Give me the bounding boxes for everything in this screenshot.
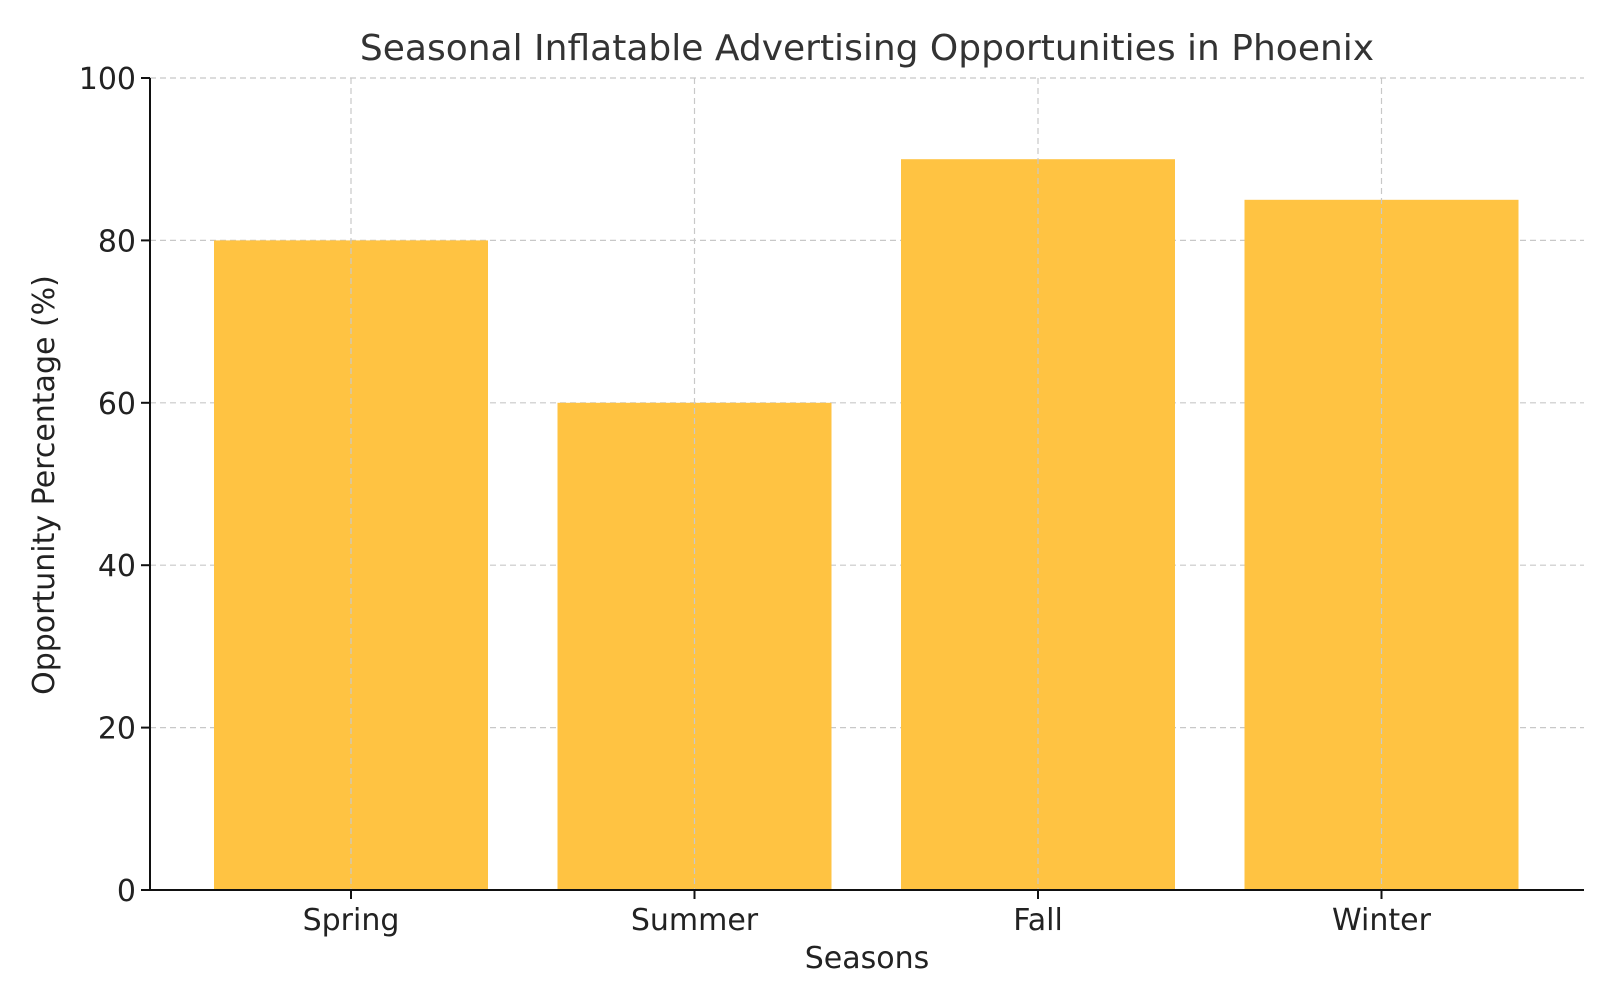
bar-winter [1244,199,1519,891]
y-tick-label: 100 [79,62,136,97]
y-tick-label: 0 [117,874,136,909]
x-tick-label-spring: Spring [303,903,400,938]
y-axis-label: Opportunity Percentage (%) [27,275,62,695]
x-tick-label-fall: Fall [1013,903,1063,938]
y-tick-label: 20 [98,712,136,747]
axes [149,78,1584,891]
vertical-grid-lines [350,78,1383,890]
chart-title: Seasonal Inflatable Advertising Opportun… [360,28,1374,69]
y-axis-ticks: 0 20 40 60 80 100 [79,62,150,909]
x-tick-label-summer: Summer [631,903,759,938]
y-tick-label: 80 [98,224,136,259]
x-axis-ticks: Spring Summer Fall Winter [303,890,1432,938]
x-axis-label: Seasons [805,941,930,976]
y-tick-label: 40 [98,549,136,584]
y-tick-label: 60 [98,387,136,422]
x-tick-label-winter: Winter [1332,903,1432,938]
bars [214,159,1519,891]
bar-summer [557,402,832,890]
